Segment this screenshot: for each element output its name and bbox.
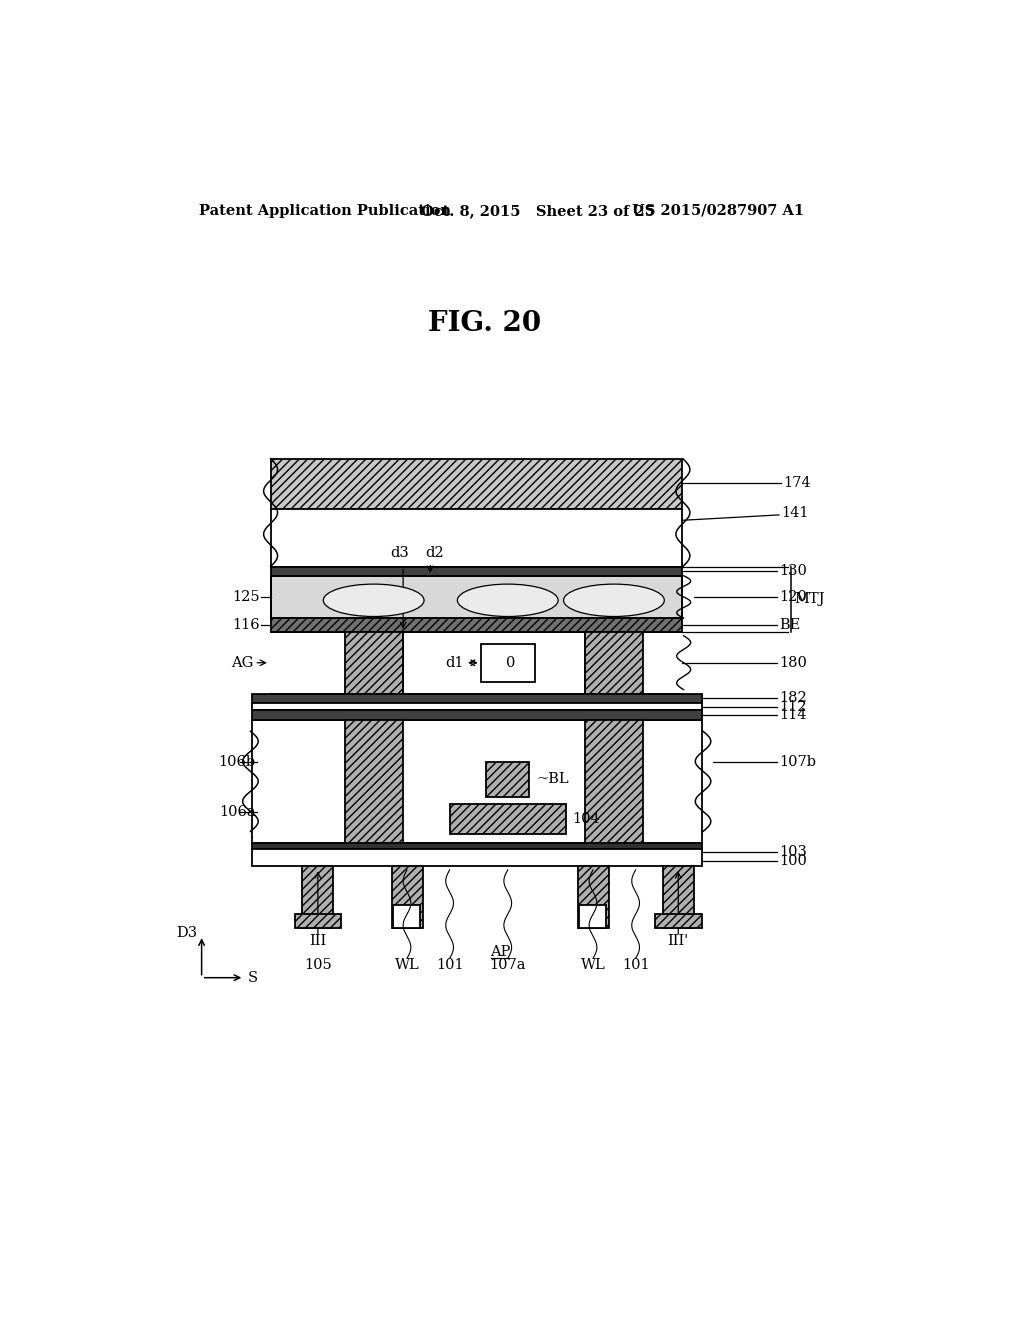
Text: D3: D3 <box>176 927 198 940</box>
Bar <box>271 459 682 508</box>
Bar <box>586 719 643 843</box>
Bar <box>302 866 334 928</box>
Text: AG: AG <box>231 656 254 669</box>
Text: AP: AP <box>489 945 510 960</box>
Bar <box>252 710 701 719</box>
Text: III': III' <box>668 935 689 949</box>
Bar <box>252 719 701 843</box>
Bar <box>271 576 682 618</box>
Text: FIG. 20: FIG. 20 <box>428 310 541 338</box>
Ellipse shape <box>563 585 665 616</box>
Bar <box>271 566 682 576</box>
Text: Patent Application Publication: Patent Application Publication <box>200 203 452 218</box>
Text: MTJ: MTJ <box>795 593 825 606</box>
Bar <box>252 843 701 849</box>
Bar <box>295 913 341 928</box>
Text: WL: WL <box>581 957 605 972</box>
Ellipse shape <box>458 585 558 616</box>
Bar <box>486 762 529 797</box>
Bar <box>252 702 701 710</box>
Bar <box>252 849 701 866</box>
Text: 105: 105 <box>304 957 332 972</box>
Bar <box>655 913 701 928</box>
Text: 116: 116 <box>232 618 260 632</box>
Text: III: III <box>309 935 327 949</box>
Text: 112: 112 <box>779 700 807 714</box>
Text: 107b: 107b <box>779 755 816 770</box>
Text: S: S <box>248 970 258 985</box>
Text: d1: d1 <box>445 656 464 669</box>
Bar <box>393 904 420 928</box>
Bar <box>480 644 535 682</box>
Text: Oct. 8, 2015   Sheet 23 of 25: Oct. 8, 2015 Sheet 23 of 25 <box>421 203 655 218</box>
Text: 180: 180 <box>779 656 807 669</box>
Bar <box>578 866 608 928</box>
Text: 125: 125 <box>232 590 260 603</box>
Text: US 2015/0287907 A1: US 2015/0287907 A1 <box>632 203 804 218</box>
Bar <box>345 719 403 843</box>
Bar <box>403 632 586 693</box>
Text: 107a: 107a <box>489 957 526 972</box>
Bar <box>271 618 682 632</box>
Text: ~BL: ~BL <box>537 772 569 785</box>
Bar <box>391 866 423 928</box>
Text: 101: 101 <box>622 957 649 972</box>
Text: 101: 101 <box>436 957 464 972</box>
Bar <box>586 632 643 693</box>
Bar <box>663 866 693 928</box>
Text: 130: 130 <box>779 564 807 578</box>
Text: d3: d3 <box>390 545 409 560</box>
Bar <box>345 632 403 693</box>
Bar <box>271 576 682 618</box>
Bar <box>450 804 566 834</box>
Text: 114: 114 <box>779 708 807 722</box>
Text: 141: 141 <box>781 506 809 520</box>
Text: d2: d2 <box>425 545 443 560</box>
Text: 106a: 106a <box>219 805 256 820</box>
Text: WL: WL <box>394 957 420 972</box>
Bar <box>271 508 682 566</box>
Text: 106b: 106b <box>219 755 256 770</box>
Text: 0: 0 <box>506 656 515 669</box>
Text: 104: 104 <box>572 812 600 826</box>
Text: BE: BE <box>779 618 800 632</box>
Text: 120: 120 <box>779 590 807 603</box>
Bar <box>252 693 701 702</box>
Text: 174: 174 <box>783 477 811 490</box>
Text: 103: 103 <box>779 845 807 859</box>
Text: 100: 100 <box>779 854 807 869</box>
Bar <box>579 904 606 928</box>
Text: 182: 182 <box>779 692 807 705</box>
Ellipse shape <box>324 585 424 616</box>
